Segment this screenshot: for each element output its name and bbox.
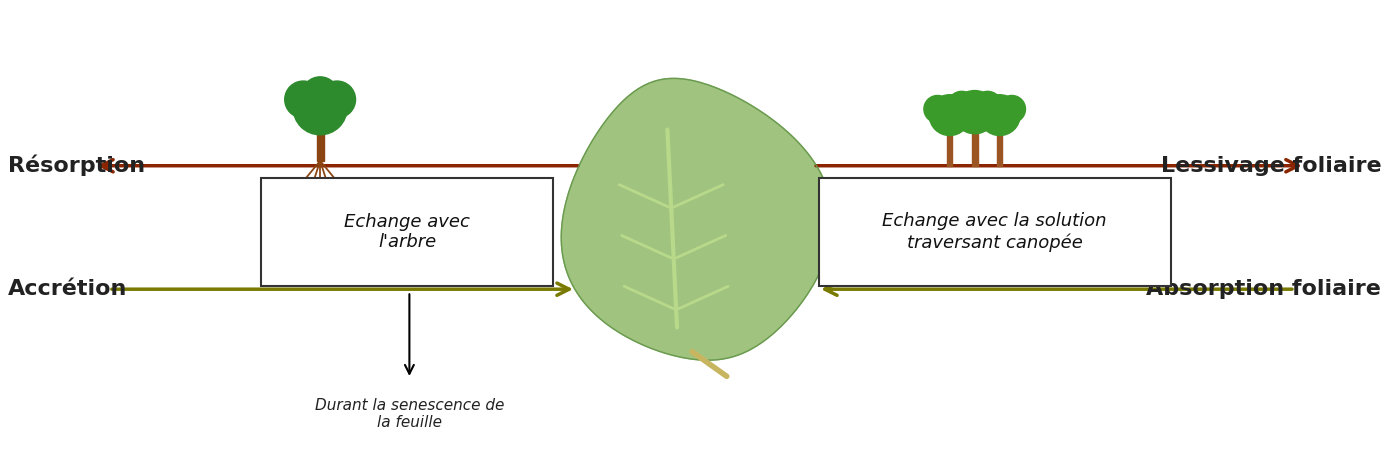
- Circle shape: [293, 81, 347, 135]
- Text: Echange avec
l'arbre: Echange avec l'arbre: [344, 212, 470, 251]
- Text: Lessivage foliaire: Lessivage foliaire: [1161, 156, 1381, 176]
- Circle shape: [301, 77, 339, 114]
- Circle shape: [318, 81, 355, 118]
- Circle shape: [930, 94, 970, 135]
- Polygon shape: [562, 78, 832, 360]
- Circle shape: [973, 91, 1002, 120]
- FancyBboxPatch shape: [947, 132, 952, 166]
- FancyBboxPatch shape: [261, 178, 553, 286]
- Circle shape: [979, 94, 1020, 135]
- Circle shape: [948, 91, 976, 120]
- FancyBboxPatch shape: [972, 130, 977, 166]
- Text: Accrétion: Accrétion: [8, 279, 127, 299]
- FancyBboxPatch shape: [820, 178, 1171, 286]
- Text: Durant la senescence de
la feuille: Durant la senescence de la feuille: [315, 398, 505, 430]
- Circle shape: [924, 95, 951, 123]
- Circle shape: [998, 95, 1026, 123]
- Circle shape: [948, 95, 976, 123]
- Circle shape: [974, 95, 1001, 123]
- FancyBboxPatch shape: [316, 129, 323, 161]
- Text: Echange avec la solution
traversant canopée: Echange avec la solution traversant cano…: [882, 212, 1107, 252]
- Text: Résorption: Résorption: [8, 155, 145, 176]
- Circle shape: [284, 81, 322, 118]
- Text: Absorption foliaire: Absorption foliaire: [1146, 279, 1381, 299]
- Circle shape: [953, 90, 997, 134]
- FancyBboxPatch shape: [997, 132, 1002, 166]
